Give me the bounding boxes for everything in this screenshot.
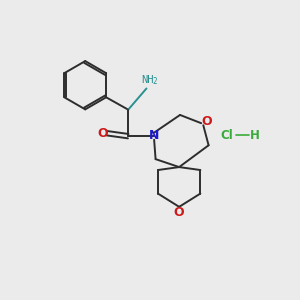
Text: H: H: [250, 129, 260, 142]
Text: 2: 2: [153, 77, 157, 86]
Text: N: N: [149, 129, 159, 142]
Text: NH: NH: [141, 75, 153, 85]
Text: O: O: [201, 115, 212, 128]
Text: O: O: [97, 127, 108, 140]
Text: Cl: Cl: [220, 129, 233, 142]
Text: O: O: [174, 206, 184, 219]
